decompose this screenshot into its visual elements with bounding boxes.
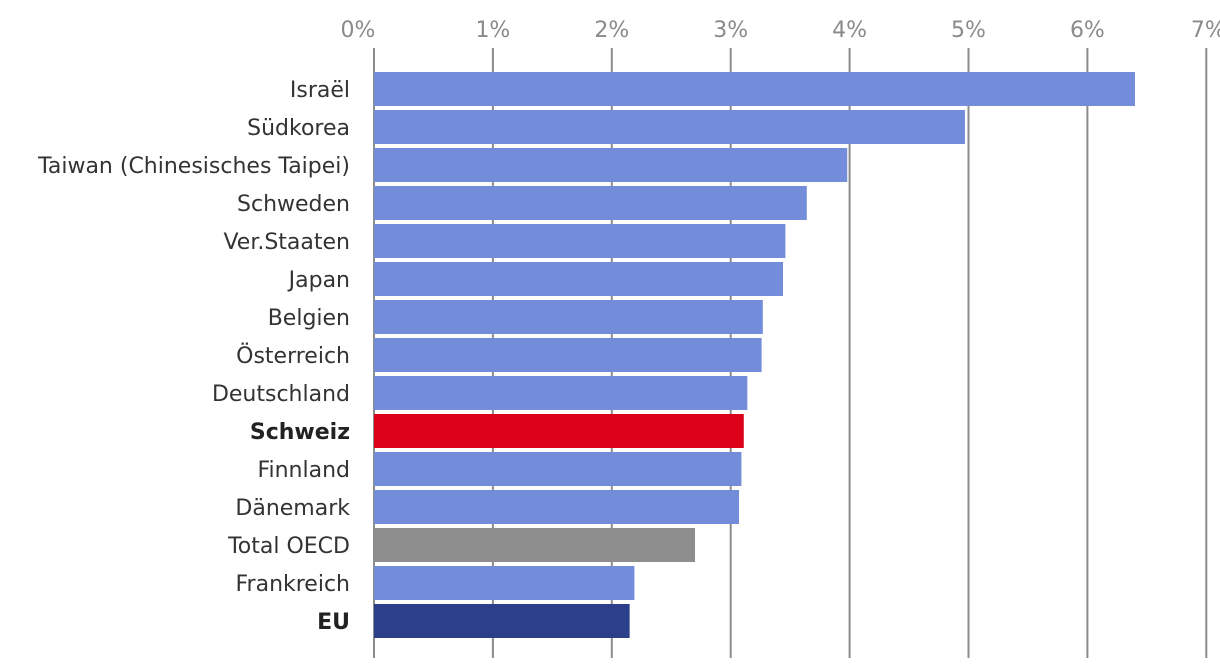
bar — [374, 72, 1135, 106]
x-tick-label: 2% — [594, 18, 629, 43]
x-tick-label: 3% — [713, 18, 748, 43]
bar — [374, 338, 762, 372]
bar — [374, 604, 630, 638]
category-label: Finnland — [257, 458, 350, 483]
bar — [374, 110, 965, 144]
bar — [374, 224, 786, 258]
bar — [374, 148, 848, 182]
category-label: Total OECD — [227, 534, 350, 559]
bar — [374, 414, 744, 448]
x-tick-label: 0% — [341, 18, 376, 43]
bar — [374, 376, 748, 410]
category-label: Japan — [287, 268, 350, 293]
x-tick-label: 4% — [832, 18, 867, 43]
bars — [374, 72, 1135, 638]
bar — [374, 528, 696, 562]
bar — [374, 490, 740, 524]
category-label: Österreich — [236, 343, 350, 369]
x-tick-label: 5% — [951, 18, 986, 43]
category-label: EU — [317, 610, 350, 635]
bar — [374, 262, 784, 296]
x-tick-label: 1% — [475, 18, 510, 43]
category-label: Schweiz — [250, 420, 350, 445]
bar — [374, 452, 742, 486]
category-label: Frankreich — [235, 572, 350, 597]
category-label: Deutschland — [212, 382, 350, 407]
x-axis-ticks: 0% 1% 2% 3% 4% 5% 6% 7% — [341, 18, 1220, 43]
category-label: Schweden — [237, 192, 350, 217]
bar — [374, 566, 635, 600]
category-label: Dänemark — [235, 496, 350, 521]
category-label: Taiwan (Chinesisches Taipei) — [37, 154, 350, 179]
category-label: Israël — [290, 78, 350, 103]
category-labels: Israël Südkorea Taiwan (Chinesisches Taipe… — [37, 78, 350, 635]
category-label: Südkorea — [247, 116, 350, 141]
category-label: Ver.Staaten — [223, 230, 350, 255]
x-tick-label: 7% — [1191, 18, 1220, 43]
bar — [374, 300, 763, 334]
category-label: Belgien — [268, 306, 350, 331]
bar — [374, 186, 807, 220]
x-tick-label: 6% — [1070, 18, 1105, 43]
